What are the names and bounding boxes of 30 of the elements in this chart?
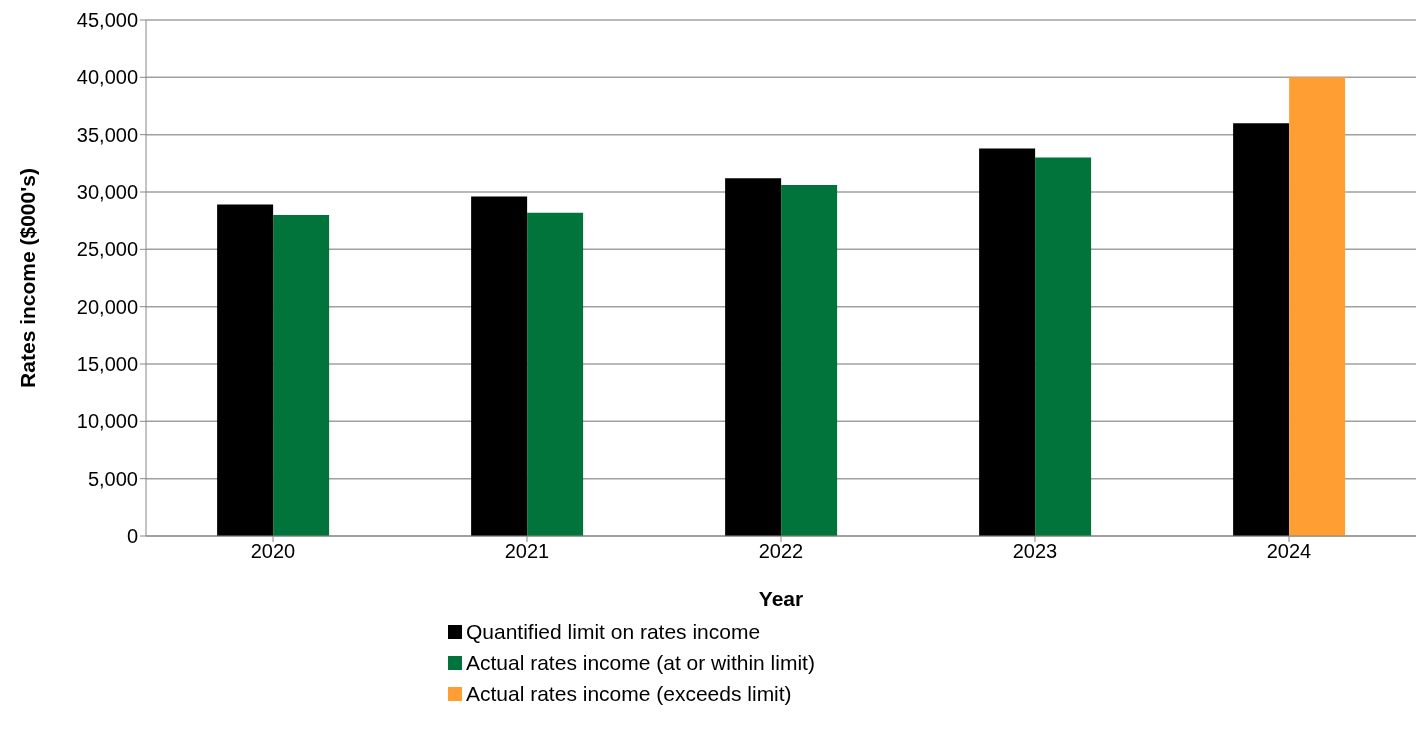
y-tick-label: 20,000 [76, 295, 138, 318]
y-tick-label: 35,000 [76, 123, 138, 146]
bar [1035, 157, 1092, 536]
y-tick-label: 30,000 [76, 181, 138, 204]
x-tick-label: 2020 [250, 540, 296, 563]
x-axis-title: Year [758, 587, 804, 610]
y-axis-title: Rates income ($000's) [16, 168, 40, 388]
y-tick-label: 15,000 [76, 353, 138, 376]
bar [979, 148, 1036, 536]
bar [527, 212, 584, 536]
bar [1233, 123, 1290, 536]
y-tick-label: 0 [126, 525, 138, 548]
bar [725, 178, 782, 536]
bar [217, 204, 274, 536]
x-tick-label: 2021 [504, 540, 550, 563]
bar [471, 196, 528, 536]
legend-label: Quantified limit on rates income [466, 619, 761, 645]
x-tick-label: 2022 [758, 540, 804, 563]
y-tick-label: 45,000 [76, 9, 138, 32]
x-tick-label: 2023 [1012, 540, 1058, 563]
bar [781, 185, 838, 536]
legend-label: Actual rates income (at or within limit) [466, 650, 815, 676]
y-tick-label: 25,000 [76, 238, 138, 261]
bar [273, 214, 330, 536]
x-tick-label: 2024 [1266, 540, 1312, 563]
y-tick-label: 10,000 [76, 410, 138, 433]
y-tick-label: 5,000 [87, 467, 138, 490]
legend-label: Actual rates income (exceeds limit) [466, 681, 792, 707]
bar [1289, 77, 1346, 536]
y-tick-label: 40,000 [76, 66, 138, 89]
